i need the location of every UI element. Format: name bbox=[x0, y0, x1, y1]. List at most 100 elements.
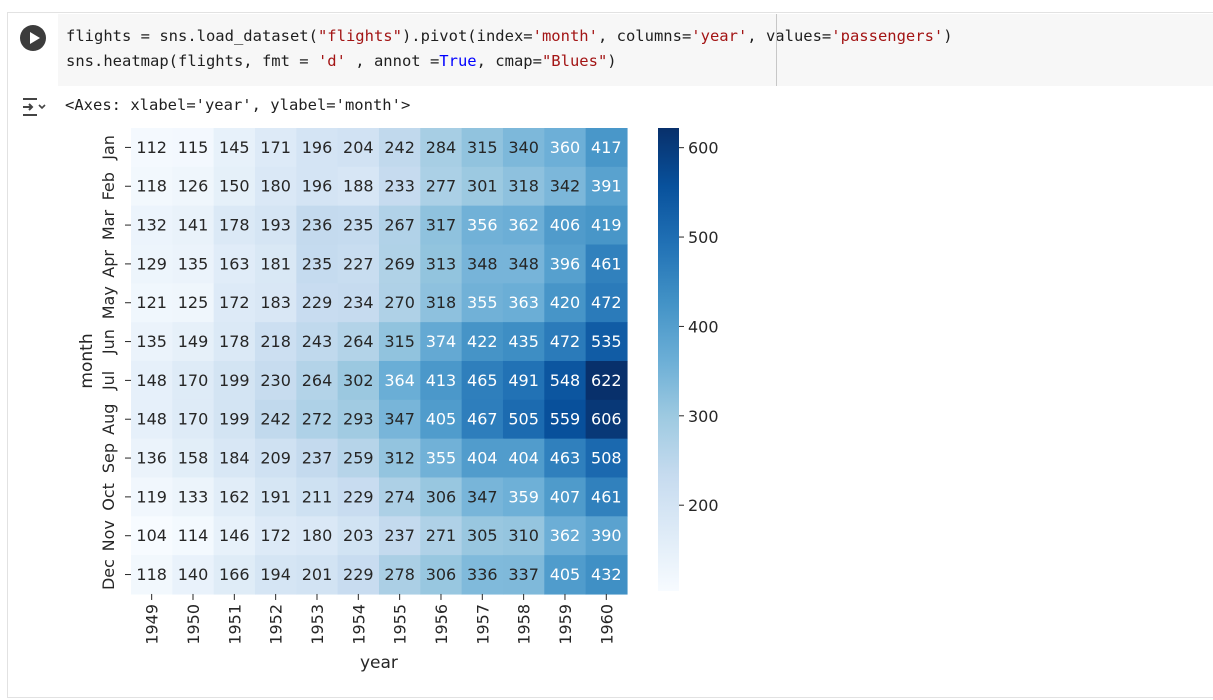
cell-value-label: 135 bbox=[136, 332, 167, 351]
heatmap-cell bbox=[378, 477, 421, 517]
heatmap-cell bbox=[296, 244, 339, 284]
x-tick-label: 1950 bbox=[184, 604, 203, 645]
heatmap-cell bbox=[420, 128, 463, 168]
cell-value-label: 269 bbox=[384, 254, 415, 273]
heatmap-cell bbox=[420, 205, 463, 246]
cell-value-label: 317 bbox=[426, 216, 457, 235]
cell-value-label: 148 bbox=[136, 410, 167, 429]
cell-value-label: 306 bbox=[426, 487, 457, 506]
heatmap-cell bbox=[502, 322, 545, 362]
cell-value-label: 271 bbox=[426, 526, 457, 545]
cell-value-label: 125 bbox=[178, 293, 209, 312]
cell-value-label: 347 bbox=[467, 487, 498, 506]
heatmap-cell bbox=[461, 322, 504, 362]
heatmap-cell bbox=[131, 283, 173, 323]
heatmap-cell bbox=[502, 438, 545, 479]
cell-value-label: 391 bbox=[591, 177, 622, 196]
cell-value-label: 243 bbox=[302, 332, 333, 351]
code-line-2: sns.heatmap(flights, fmt = 'd' , annot =… bbox=[66, 52, 617, 70]
heatmap-cell bbox=[585, 283, 628, 323]
cell-value-label: 340 bbox=[508, 138, 539, 157]
cell-value-label: 606 bbox=[591, 410, 622, 429]
code-editor[interactable]: flights = sns.load_dataset("flights").pi… bbox=[58, 14, 1213, 86]
cell-value-label: 463 bbox=[550, 449, 581, 468]
heatmap-cell bbox=[213, 205, 256, 246]
cell-value-label: 472 bbox=[550, 332, 581, 351]
heatmap-cell bbox=[461, 283, 504, 323]
heatmap-cell bbox=[502, 128, 545, 168]
cell-value-label: 313 bbox=[426, 254, 457, 273]
heatmap-cell bbox=[461, 244, 504, 284]
cell-value-label: 211 bbox=[302, 487, 333, 506]
cell-value-label: 348 bbox=[508, 254, 539, 273]
heatmap-cell bbox=[254, 322, 297, 362]
heatmap-cell bbox=[378, 360, 421, 401]
heatmap-cell bbox=[337, 283, 380, 323]
heatmap-cell bbox=[254, 128, 297, 168]
cell-value-label: 417 bbox=[591, 138, 622, 157]
heatmap-cell bbox=[378, 322, 421, 362]
cell-value-label: 172 bbox=[260, 526, 291, 545]
code-token: 'd' bbox=[317, 52, 346, 70]
cell-value-label: 406 bbox=[550, 216, 581, 235]
heatmap-cell bbox=[213, 477, 256, 517]
heatmap-cell bbox=[544, 360, 587, 401]
cell-value-label: 535 bbox=[591, 332, 622, 351]
cell-value-label: 310 bbox=[508, 526, 539, 545]
heatmap-cell bbox=[213, 244, 256, 284]
heatmap-cell bbox=[337, 399, 380, 440]
cell-value-label: 267 bbox=[384, 216, 415, 235]
heatmap-cell bbox=[131, 555, 173, 595]
cell-value-label: 203 bbox=[343, 526, 374, 545]
x-tick-label: 1956 bbox=[432, 604, 451, 645]
heatmap-cell bbox=[378, 128, 421, 168]
heatmap-cell bbox=[420, 516, 463, 556]
cell-value-label: 141 bbox=[178, 216, 209, 235]
heatmap-cell bbox=[461, 477, 504, 517]
heatmap-cell bbox=[585, 360, 628, 401]
heatmap-cell bbox=[337, 438, 380, 479]
code-token: , cmap= bbox=[476, 52, 542, 70]
heatmap-cell bbox=[337, 477, 380, 517]
heatmap-cell bbox=[172, 438, 215, 479]
cell-value-label: 233 bbox=[384, 177, 415, 196]
y-tick-label: Dec bbox=[99, 559, 118, 590]
cell-value-label: 230 bbox=[260, 371, 291, 390]
cell-value-label: 218 bbox=[260, 332, 291, 351]
cell-value-label: 559 bbox=[550, 410, 581, 429]
cell-value-label: 404 bbox=[508, 449, 539, 468]
heatmap-cell bbox=[585, 477, 628, 517]
heatmap-cell bbox=[213, 128, 256, 168]
cell-value-label: 318 bbox=[508, 177, 539, 196]
colorbar-tick-label: 600 bbox=[688, 139, 719, 158]
heatmap-cell bbox=[544, 555, 587, 595]
x-tick-label: 1957 bbox=[473, 604, 492, 645]
heatmap-cell bbox=[254, 438, 297, 479]
run-cell-button[interactable] bbox=[20, 25, 46, 51]
heatmap-cell bbox=[378, 516, 421, 556]
heatmap-cell bbox=[420, 244, 463, 284]
cell-value-label: 121 bbox=[136, 293, 167, 312]
cell-value-label: 194 bbox=[260, 565, 291, 584]
heatmap-cell bbox=[337, 555, 380, 595]
cell-value-label: 461 bbox=[591, 254, 622, 273]
heatmap-cell bbox=[131, 399, 173, 440]
heatmap-cell bbox=[172, 555, 215, 595]
heatmap-cell bbox=[337, 166, 380, 207]
heatmap-cell bbox=[131, 205, 173, 246]
cell-value-label: 491 bbox=[508, 371, 539, 390]
heatmap-cell bbox=[502, 360, 545, 401]
heatmap-cell bbox=[254, 244, 297, 284]
heatmap-cell bbox=[585, 438, 628, 479]
output-collapse-icon[interactable] bbox=[20, 96, 46, 118]
heatmap-cell bbox=[544, 283, 587, 323]
heatmap-cell bbox=[544, 438, 587, 479]
heatmap-cell bbox=[131, 128, 173, 168]
heatmap-cell bbox=[213, 438, 256, 479]
cell-value-label: 172 bbox=[219, 293, 250, 312]
heatmap-cell bbox=[296, 438, 339, 479]
x-tick-label: 1949 bbox=[143, 604, 162, 645]
cell-value-label: 374 bbox=[426, 332, 457, 351]
cell-value-label: 196 bbox=[302, 177, 333, 196]
